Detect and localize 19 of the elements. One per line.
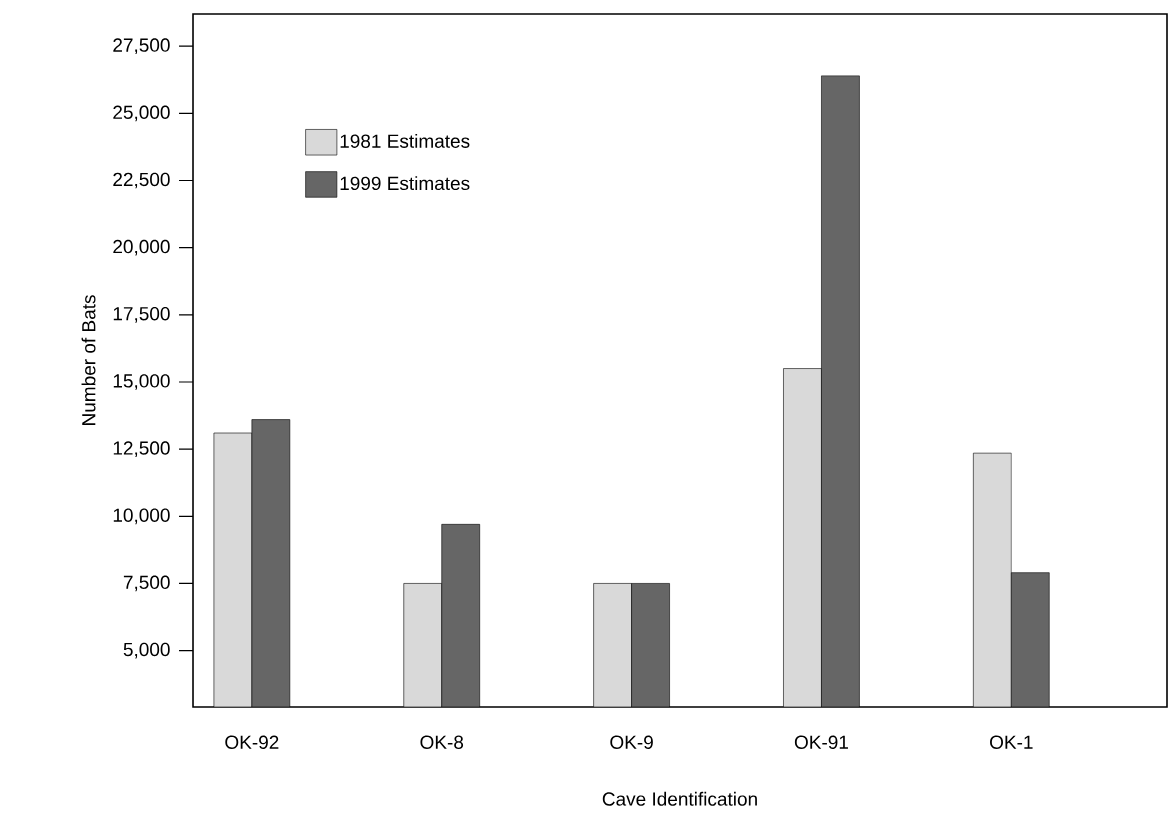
y-tick-label: 20,000	[113, 239, 170, 256]
y-tick-label: 10,000	[113, 508, 170, 525]
x-tick-label: OK-91	[794, 735, 848, 749]
y-tick-label: 22,500	[113, 172, 170, 189]
x-tick-label: OK-8	[420, 735, 464, 749]
y-tick-label: 17,500	[113, 306, 170, 323]
legend-label: 1981 Estimates	[340, 133, 470, 148]
legend-label: 1999 Estimates	[340, 176, 470, 191]
y-tick-label: 15,000	[113, 374, 170, 390]
y-tick-label: 27,500	[113, 38, 170, 55]
y-axis-title: Number of Bats	[81, 295, 96, 425]
x-tick-label: OK-9	[610, 735, 653, 749]
y-tick-label: 5,000	[123, 642, 170, 659]
y-tick-label: 7,500	[123, 575, 170, 592]
y-tick-label: 12,500	[113, 441, 170, 457]
x-axis-title: Cave Identification	[602, 791, 757, 806]
x-tick-label: OK-1	[990, 735, 1033, 749]
x-tick-label: OK-92	[225, 735, 279, 749]
y-tick-label: 25,000	[113, 105, 170, 122]
